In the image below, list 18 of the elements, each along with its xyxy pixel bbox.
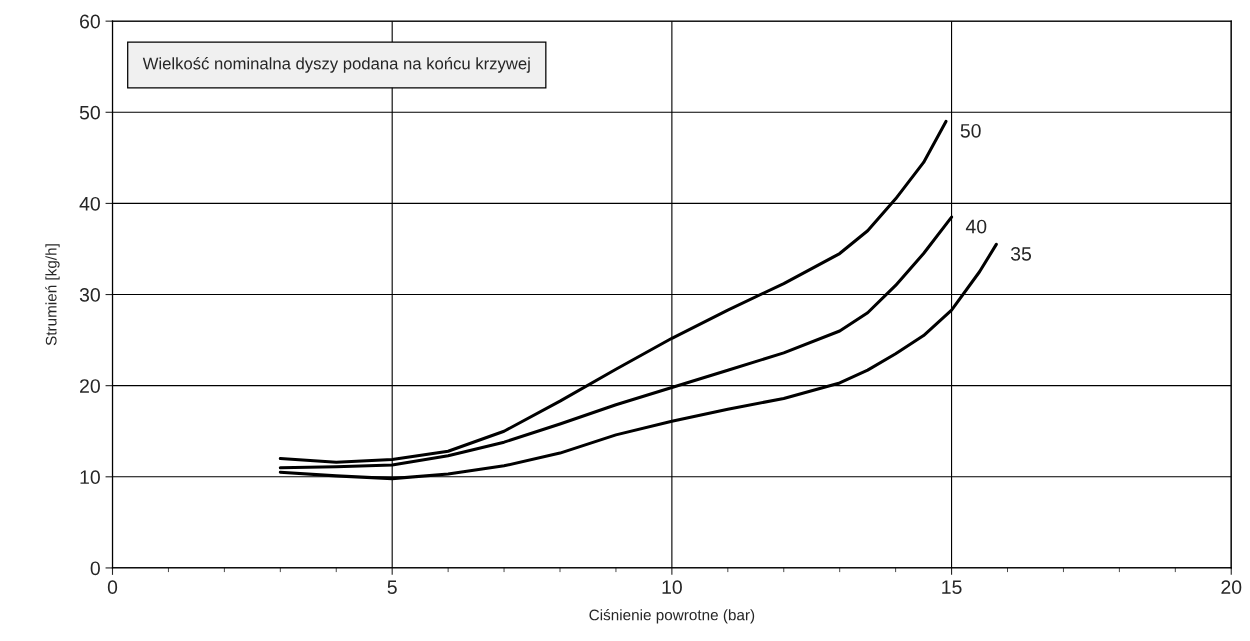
x-tick-label: 10 [662, 580, 682, 595]
x-tick-label: 0 [107, 580, 118, 595]
y-tick-label: 10 [80, 470, 100, 485]
y-tick-label: 40 [79, 196, 100, 211]
annotation: Wielkość nominalna dyszy podana na końcu krzywej [142, 57, 530, 73]
x-tick-label: 20 [1221, 580, 1242, 595]
x-tick-label: 15 [942, 580, 962, 595]
x-axis-title: Ciśnienie powrotne (bar) [589, 608, 755, 624]
y-tick-label: 60 [80, 14, 100, 29]
y-tick-label: 0 [90, 561, 100, 576]
series-label: 40 [965, 219, 987, 234]
y-axis-title: Strumień [kg/h] [45, 244, 60, 346]
y-tick-label: 50 [79, 105, 100, 120]
series-label: 35 [1010, 246, 1032, 261]
series-label: 50 [960, 123, 981, 138]
x-tick-label: 5 [387, 580, 397, 595]
y-tick-label: 20 [80, 379, 100, 393]
y-tick-label: 30 [79, 288, 100, 302]
